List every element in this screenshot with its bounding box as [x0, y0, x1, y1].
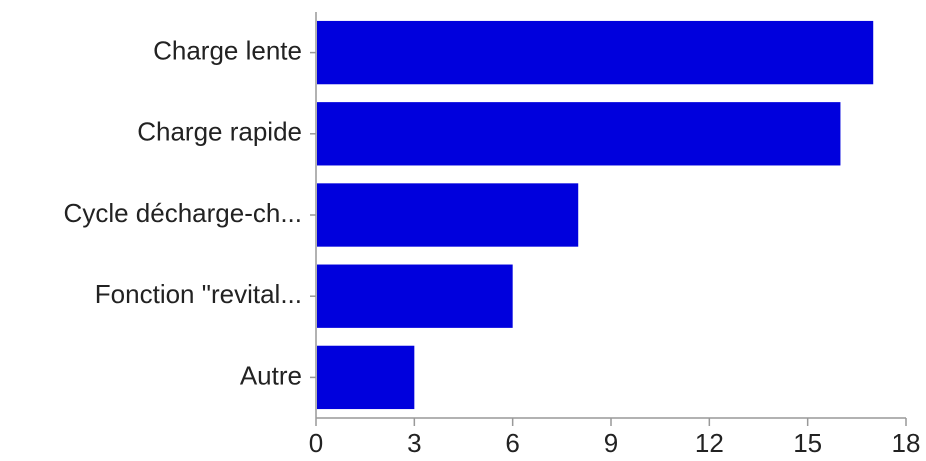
bar — [317, 20, 874, 85]
category-label: Charge lente — [153, 35, 302, 65]
axes-layer — [310, 12, 907, 426]
labels-layer: Charge lente Charge rapide Cycle décharge-… — [64, 35, 921, 458]
x-tick-label: 15 — [793, 428, 822, 458]
bar — [317, 102, 841, 166]
bar — [317, 345, 415, 410]
x-tick-label: 3 — [407, 428, 421, 458]
category-label: Autre — [240, 360, 302, 390]
bars-layer — [317, 20, 874, 410]
bar — [317, 183, 579, 247]
category-label: Charge rapide — [137, 117, 302, 147]
x-tick-label: 12 — [695, 428, 724, 458]
x-tick-label: 6 — [505, 428, 519, 458]
bar — [317, 264, 513, 328]
x-tick-label: 0 — [309, 428, 323, 458]
x-tick-label: 18 — [892, 428, 921, 458]
category-label: Cycle décharge-ch... — [64, 198, 302, 228]
category-label: Fonction "revital... — [95, 279, 302, 309]
x-tick-label: 9 — [604, 428, 618, 458]
